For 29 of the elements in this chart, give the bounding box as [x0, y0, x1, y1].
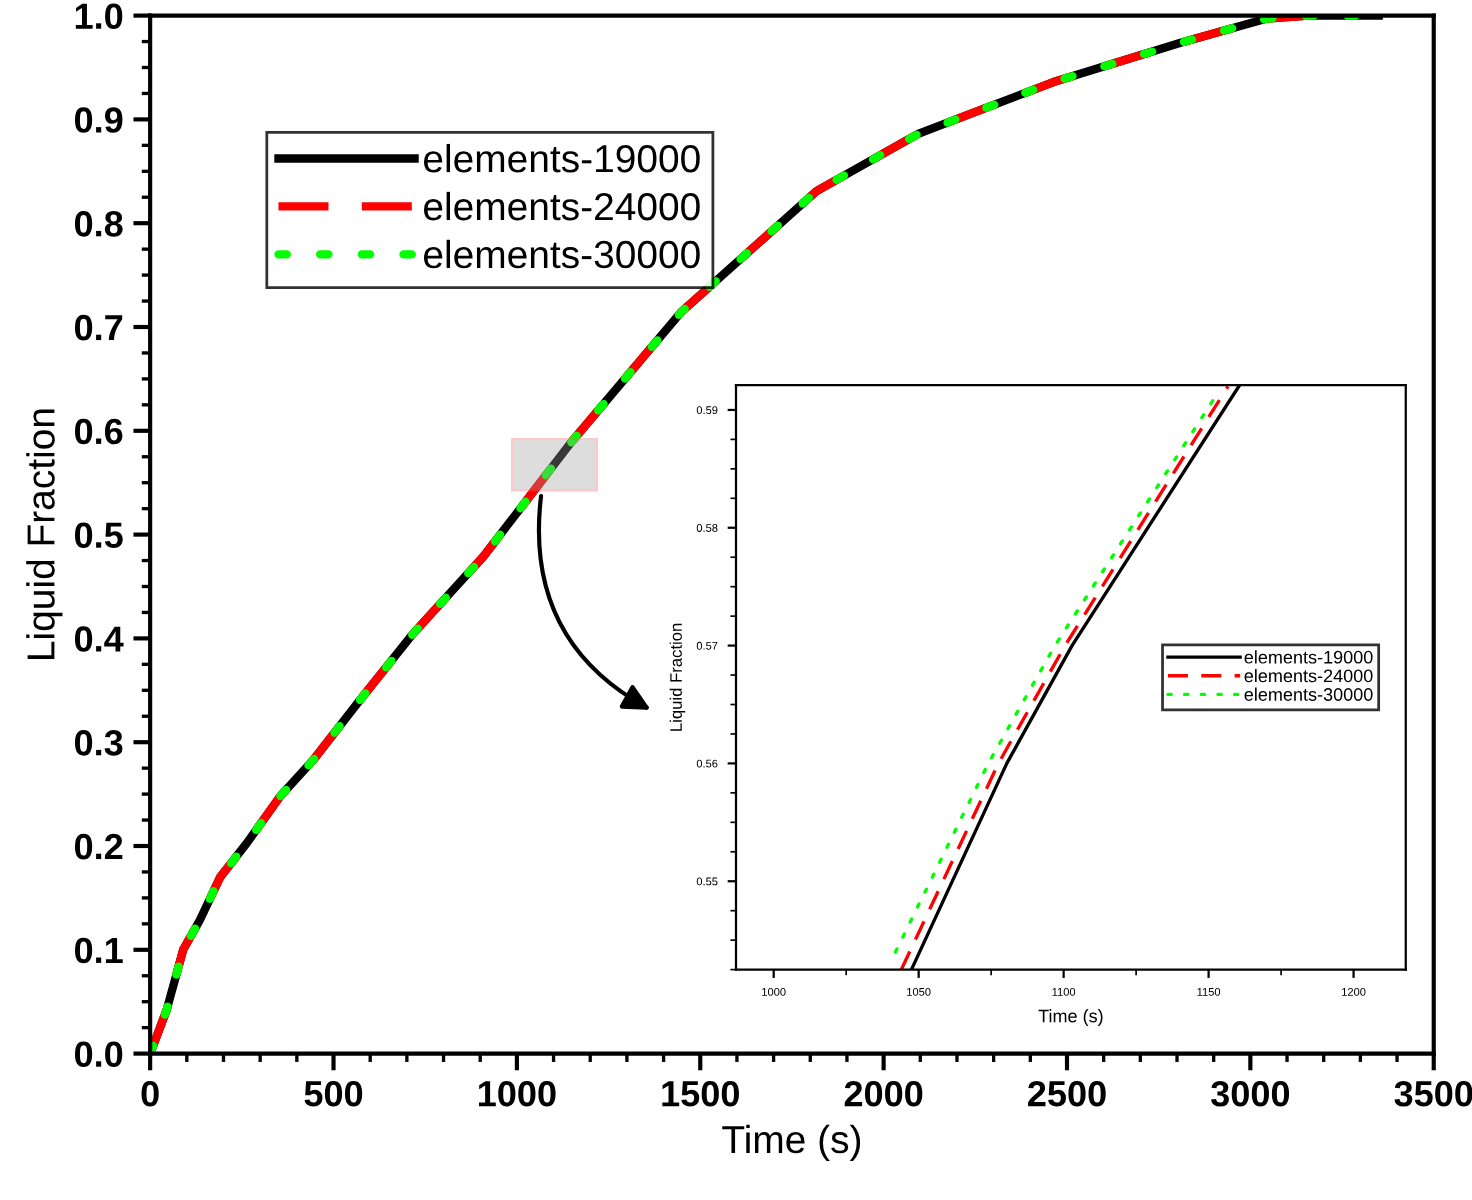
- legend-label: elements-19000: [1244, 650, 1373, 664]
- y-tick-label: 0.9: [74, 107, 123, 133]
- y-axis-title: Liquid Fraction: [26, 409, 63, 659]
- y-tick-label: 0.2: [74, 833, 123, 860]
- legend-label: elements-30000: [424, 239, 700, 269]
- x-tick-label: 0: [141, 1080, 159, 1107]
- y-tick-label: 0.4: [74, 626, 124, 652]
- x-tick-label: 1500: [662, 1080, 739, 1107]
- x-tick-label: 2000: [844, 1080, 923, 1107]
- x-tick-label: 3500: [1394, 1080, 1472, 1107]
- y-tick-label: 1.0: [75, 3, 123, 30]
- legend-label: elements-30000: [1244, 687, 1373, 701]
- y-tick-label: 0.0: [74, 1041, 123, 1068]
- y-axis-title: Liquid Fraction: [669, 623, 686, 731]
- y-tick-label: 0.3: [74, 730, 123, 756]
- x-axis-title: Time (s): [722, 1124, 861, 1161]
- x-axis-title: Time (s): [1038, 1009, 1103, 1026]
- y-tick-label: 0.8: [74, 211, 123, 237]
- y-tick-label: 0.5: [74, 522, 123, 549]
- legend-label: elements-24000: [424, 191, 700, 221]
- y-tick-label: 0.7: [74, 314, 123, 341]
- legend-label: elements-19000: [424, 143, 700, 173]
- y-tick-label: 0.6: [74, 418, 123, 445]
- x-tick-label: 2500: [1028, 1080, 1106, 1107]
- legend-label: elements-24000: [1244, 668, 1373, 683]
- x-tick-label: 500: [304, 1080, 363, 1107]
- y-tick-label: 0.1: [74, 937, 123, 964]
- x-tick-label: 1000: [478, 1080, 556, 1107]
- x-tick-label: 3000: [1211, 1080, 1290, 1107]
